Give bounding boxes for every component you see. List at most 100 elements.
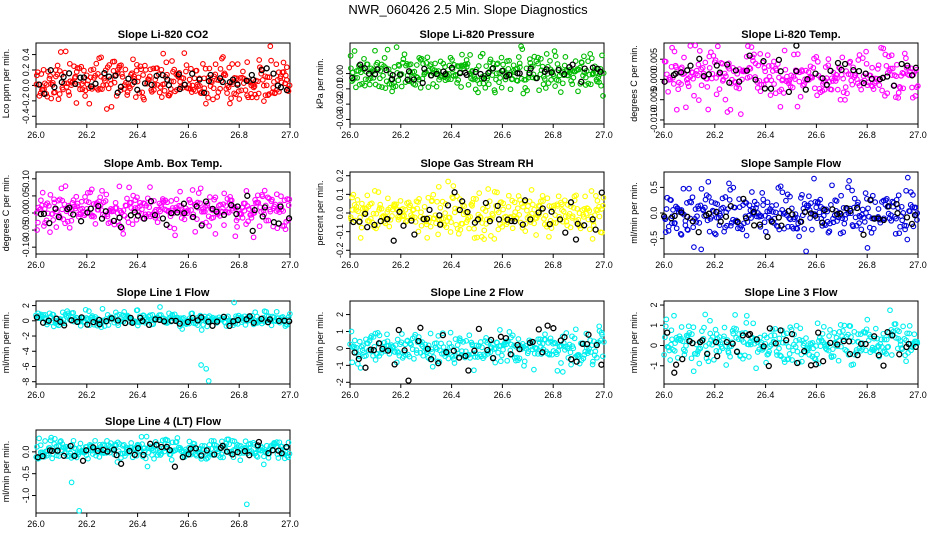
data-point-all <box>278 193 284 200</box>
data-point-highlight <box>84 209 91 216</box>
data-point-highlight <box>244 192 251 199</box>
data-point-all <box>171 66 178 73</box>
data-point-all <box>217 66 224 72</box>
y-tick-label: 0.0 <box>21 446 31 459</box>
data-point-all <box>907 208 913 215</box>
data-point-all <box>237 443 244 449</box>
data-point-highlight <box>266 316 274 323</box>
data-point-highlight <box>131 451 138 458</box>
data-point-all <box>447 329 454 336</box>
data-point-all <box>864 316 871 323</box>
data-point-highlight <box>117 460 125 467</box>
data-point-all <box>206 65 213 72</box>
data-point-all <box>487 56 494 63</box>
data-point-highlight <box>908 72 916 79</box>
data-point-highlight <box>793 42 800 49</box>
data-point-highlight <box>760 58 767 65</box>
data-point-all <box>430 191 437 198</box>
data-point-all <box>88 186 95 193</box>
data-point-all <box>431 215 438 222</box>
data-point-all <box>730 184 737 191</box>
data-point-all <box>440 215 446 222</box>
data-point-all <box>504 357 511 364</box>
data-point-highlight <box>229 76 237 83</box>
data-point-all <box>593 193 599 199</box>
data-point-all <box>273 308 280 315</box>
data-point-all <box>144 463 151 470</box>
data-point-all <box>469 203 475 209</box>
data-point-highlight <box>777 68 784 75</box>
data-point-highlight <box>395 326 402 334</box>
data-point-all <box>198 327 205 333</box>
data-point-highlight <box>181 81 188 88</box>
data-point-all <box>780 331 787 338</box>
data-point-highlight <box>527 216 534 223</box>
data-point-highlight <box>390 237 397 244</box>
data-point-all <box>488 233 494 239</box>
data-point-all <box>820 212 827 219</box>
data-point-highlight <box>451 189 458 196</box>
data-point-highlight <box>351 349 358 356</box>
data-point-all <box>698 185 705 192</box>
data-point-highlight <box>450 347 457 354</box>
data-point-highlight <box>112 72 119 79</box>
chart-title: Slope Line 4 (LT) Flow <box>105 416 221 428</box>
data-point-highlight <box>850 66 857 74</box>
data-point-all <box>814 58 821 65</box>
data-point-all <box>888 52 895 59</box>
data-point-all <box>772 325 779 332</box>
data-point-all <box>594 354 600 361</box>
data-point-all <box>400 56 407 63</box>
data-point-all <box>723 73 729 80</box>
data-point-highlight <box>890 82 898 89</box>
data-point-all <box>399 331 405 337</box>
data-point-all <box>111 58 118 65</box>
x-tick-label: 27.0 <box>595 260 613 270</box>
data-point-all <box>514 354 520 361</box>
data-point-all <box>888 217 895 224</box>
data-point-all <box>46 75 53 82</box>
data-point-all <box>180 315 187 321</box>
data-point-all <box>549 68 556 75</box>
data-point-all <box>557 89 564 95</box>
data-point-all <box>673 225 680 232</box>
data-point-highlight <box>127 212 134 219</box>
data-point-all <box>282 226 289 233</box>
data-point-all <box>869 192 876 199</box>
data-point-all <box>741 220 747 227</box>
data-point-highlight <box>171 463 179 470</box>
data-point-highlight <box>494 202 501 210</box>
data-point-all <box>743 53 750 60</box>
data-point-all <box>260 207 267 214</box>
data-point-all <box>776 335 783 342</box>
data-point-highlight <box>87 83 95 90</box>
data-point-all <box>803 248 809 255</box>
data-point-highlight <box>411 231 418 238</box>
data-point-all <box>521 358 528 365</box>
data-point-all <box>764 52 771 58</box>
data-point-all <box>550 340 556 347</box>
data-point-highlight <box>443 349 450 356</box>
data-point-all <box>139 206 145 213</box>
data-point-all <box>456 335 463 342</box>
data-point-all <box>858 86 865 93</box>
data-point-highlight <box>377 217 384 225</box>
plot-frame <box>349 42 605 125</box>
data-point-highlight <box>526 339 534 346</box>
data-point-all <box>839 54 846 61</box>
data-point-outlier <box>243 501 250 508</box>
y-tick-label: 0.2 <box>21 64 31 77</box>
data-point-all <box>349 359 356 366</box>
data-point-highlight <box>198 452 205 459</box>
data-point-all <box>460 339 467 345</box>
data-point-all <box>66 224 73 231</box>
data-point-all <box>397 198 404 204</box>
data-point-highlight <box>772 340 779 347</box>
data-point-all <box>413 350 420 356</box>
data-point-all <box>448 219 454 225</box>
data-point-highlight <box>736 78 743 85</box>
data-point-all <box>146 73 153 80</box>
data-point-highlight <box>53 315 60 322</box>
data-point-all <box>712 326 719 333</box>
